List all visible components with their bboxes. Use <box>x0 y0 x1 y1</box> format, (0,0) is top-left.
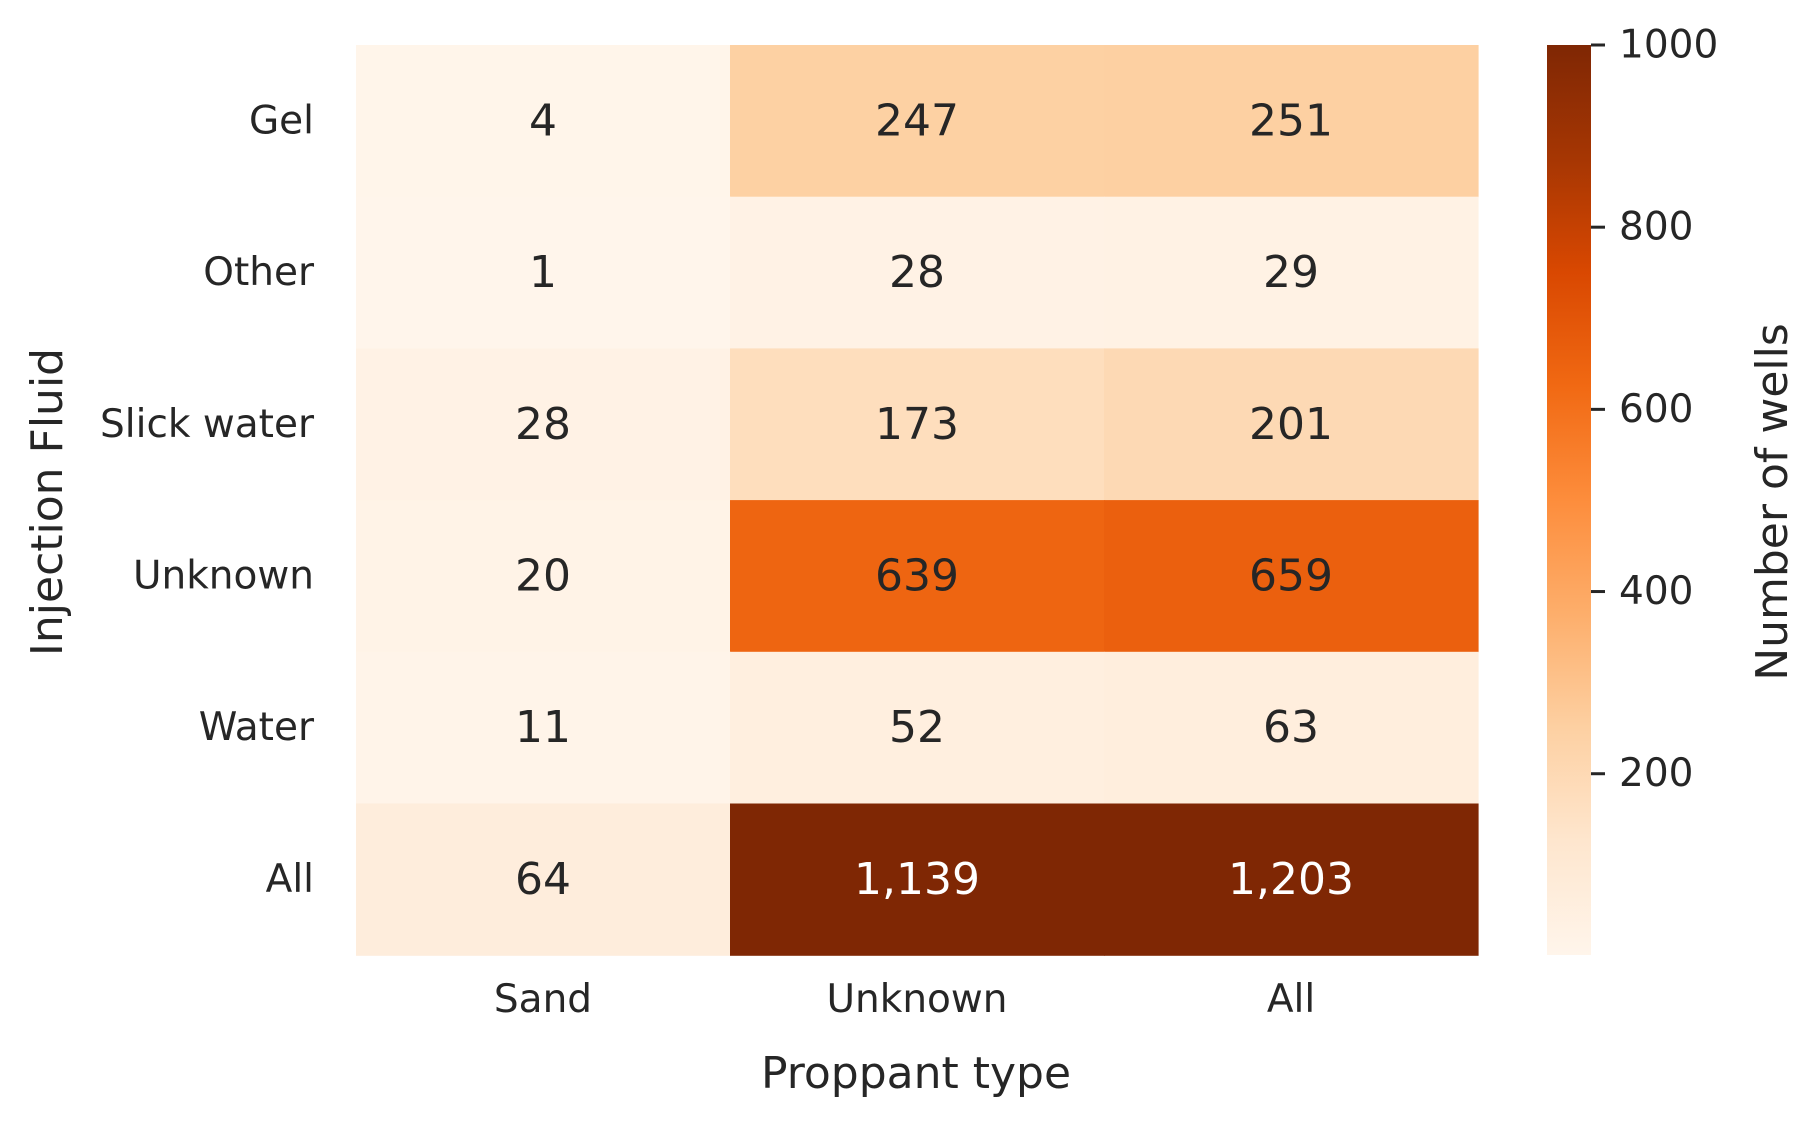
cell-value-label: 173 <box>875 399 959 450</box>
heatmap-cell <box>1104 803 1479 956</box>
colorbar <box>1547 45 1591 955</box>
colorbar-tick-label: 400 <box>1619 569 1693 614</box>
colorbar-tick-label: 200 <box>1619 751 1693 796</box>
cell-value-label: 659 <box>1249 550 1333 601</box>
y-axis-ticks: Gel Other Slick water Unknown Water All <box>100 98 315 902</box>
heatmap-cell <box>356 500 731 653</box>
heatmap-cell <box>356 45 731 198</box>
heatmap-cell <box>730 651 1105 805</box>
y-tick-label: Unknown <box>133 553 314 598</box>
y-tick-label: Slick water <box>100 402 315 447</box>
heatmap-cell <box>356 196 731 349</box>
heatmap-cell <box>730 500 1105 653</box>
cell-value-label: 28 <box>889 247 945 298</box>
y-axis-label: Injection Fluid <box>22 348 73 656</box>
y-tick-label: All <box>266 857 314 902</box>
y-tick-label: Other <box>203 250 315 295</box>
heatmap-cell <box>730 45 1105 198</box>
x-tick-label: Unknown <box>826 977 1007 1022</box>
cell-value-label: 251 <box>1249 95 1333 146</box>
cell-value-label: 4 <box>529 95 557 146</box>
cell-value-label: 1 <box>529 247 557 298</box>
cell-value-label: 201 <box>1249 399 1333 450</box>
x-axis-ticks: Sand Unknown All <box>494 977 1315 1022</box>
cell-value-label: 1,139 <box>854 854 980 905</box>
cell-value-label: 63 <box>1263 702 1319 753</box>
cell-value-label: 1,203 <box>1228 854 1354 905</box>
x-tick-label: All <box>1267 977 1315 1022</box>
colorbar-label: Number of wells <box>1747 323 1798 681</box>
heatmap-cell <box>1104 348 1479 501</box>
x-axis-label: Proppant type <box>761 1048 1071 1099</box>
cell-value-label: 11 <box>515 702 571 753</box>
colorbar-ticks: 200 400 600 800 1000 <box>1591 23 1718 796</box>
heatmap-cell <box>730 196 1105 349</box>
heatmap-cell <box>356 348 731 501</box>
colorbar-tick-label: 600 <box>1619 387 1693 432</box>
cell-value-label: 247 <box>875 95 959 146</box>
colorbar-tick-label: 800 <box>1619 205 1693 250</box>
cell-value-label: 64 <box>515 854 571 905</box>
heatmap-cell <box>1104 196 1479 349</box>
cell-value-label: 52 <box>889 702 945 753</box>
cell-value-label: 28 <box>515 399 571 450</box>
y-tick-label: Gel <box>249 98 314 143</box>
heatmap-cells: 4 247 251 1 28 29 28 173 201 20 639 659 11 52 63 64 1,13… <box>356 45 1479 956</box>
cell-value-label: 20 <box>515 550 571 601</box>
colorbar-tick-label: 1000 <box>1619 23 1718 68</box>
y-tick-label: Water <box>199 705 315 750</box>
heatmap-cell <box>1104 45 1479 198</box>
cell-value-label: 29 <box>1263 247 1319 298</box>
cell-value-label: 639 <box>875 550 959 601</box>
heatmap-cell <box>730 803 1105 956</box>
heatmap-cell <box>1104 500 1479 653</box>
heatmap-cell <box>730 348 1105 501</box>
x-tick-label: Sand <box>494 977 592 1022</box>
heatmap-cell <box>356 651 731 805</box>
heatmap-cell <box>356 803 731 956</box>
heatmap-cell <box>1104 651 1479 805</box>
